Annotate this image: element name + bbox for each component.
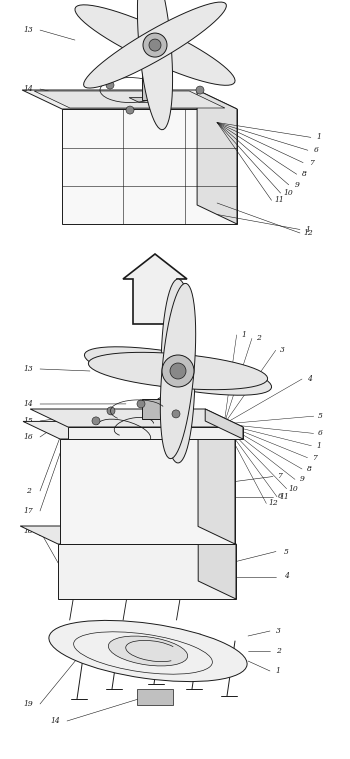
Text: 1: 1 <box>275 667 280 675</box>
Text: 16: 16 <box>23 433 33 441</box>
Text: 12: 12 <box>268 499 278 508</box>
Polygon shape <box>68 427 243 439</box>
Circle shape <box>107 407 115 415</box>
Circle shape <box>172 410 180 418</box>
Polygon shape <box>58 544 236 599</box>
Text: 6: 6 <box>314 146 318 154</box>
Text: 10: 10 <box>284 189 294 197</box>
Circle shape <box>92 417 100 425</box>
Text: 8: 8 <box>302 170 307 178</box>
Text: 5: 5 <box>284 547 288 556</box>
Polygon shape <box>84 2 226 88</box>
Text: 12: 12 <box>303 229 313 237</box>
Text: 13: 13 <box>23 365 33 373</box>
Text: 2: 2 <box>26 487 30 495</box>
Circle shape <box>149 39 161 51</box>
Text: 2: 2 <box>257 335 261 342</box>
Polygon shape <box>197 90 237 224</box>
Circle shape <box>137 400 145 408</box>
Circle shape <box>170 363 186 379</box>
Text: 4: 4 <box>307 375 312 383</box>
Polygon shape <box>123 254 187 324</box>
Polygon shape <box>129 98 170 102</box>
Text: 9: 9 <box>300 475 304 483</box>
Polygon shape <box>205 409 243 439</box>
Text: 1: 1 <box>316 442 321 450</box>
Text: 10: 10 <box>289 485 299 493</box>
Text: 3: 3 <box>275 627 280 635</box>
Text: 7: 7 <box>309 159 314 167</box>
Polygon shape <box>30 409 243 427</box>
Polygon shape <box>60 439 235 544</box>
Polygon shape <box>23 421 235 439</box>
Text: 13: 13 <box>23 26 33 34</box>
Polygon shape <box>34 91 225 108</box>
Polygon shape <box>160 283 196 458</box>
Text: 1: 1 <box>316 134 321 141</box>
Text: 7: 7 <box>278 473 282 480</box>
Circle shape <box>143 33 167 57</box>
Text: 11: 11 <box>279 493 289 501</box>
Circle shape <box>196 86 204 94</box>
Text: 2: 2 <box>275 647 280 655</box>
Text: 17: 17 <box>23 507 33 515</box>
Polygon shape <box>75 5 235 85</box>
Text: 14: 14 <box>23 85 33 93</box>
Polygon shape <box>198 526 236 599</box>
Text: 4: 4 <box>284 572 288 581</box>
Polygon shape <box>138 0 173 130</box>
Polygon shape <box>142 399 170 419</box>
Polygon shape <box>20 526 236 544</box>
Circle shape <box>156 71 164 79</box>
Text: 14: 14 <box>50 717 60 725</box>
Polygon shape <box>161 279 195 463</box>
Circle shape <box>126 106 134 114</box>
Text: 11: 11 <box>275 197 285 204</box>
Polygon shape <box>84 347 272 395</box>
Text: 7: 7 <box>312 454 317 461</box>
Text: 6: 6 <box>278 493 282 500</box>
Polygon shape <box>62 109 237 224</box>
Text: 18: 18 <box>23 527 33 535</box>
Text: 5: 5 <box>318 412 323 420</box>
Ellipse shape <box>49 620 247 682</box>
Text: 3: 3 <box>280 346 285 354</box>
Polygon shape <box>198 421 235 544</box>
Polygon shape <box>88 352 268 389</box>
Text: 14: 14 <box>23 400 33 408</box>
Polygon shape <box>142 65 158 100</box>
Text: 1: 1 <box>306 225 310 234</box>
Text: 8: 8 <box>307 465 312 473</box>
Circle shape <box>106 81 114 89</box>
Polygon shape <box>22 90 237 109</box>
Text: 6: 6 <box>318 430 323 437</box>
Text: 9: 9 <box>294 181 299 189</box>
Text: 19: 19 <box>23 700 33 708</box>
Ellipse shape <box>108 636 188 666</box>
Text: 1: 1 <box>241 331 246 339</box>
Text: 15: 15 <box>23 417 33 425</box>
Polygon shape <box>137 689 173 705</box>
Circle shape <box>162 355 194 387</box>
